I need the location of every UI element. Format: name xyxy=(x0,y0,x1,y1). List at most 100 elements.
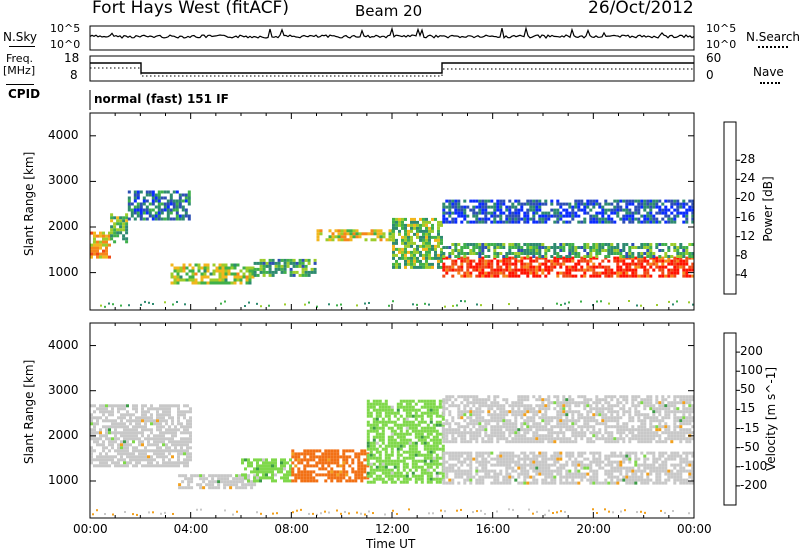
heatmap-cell xyxy=(682,249,686,252)
heatmap-cell xyxy=(517,404,521,408)
heatmap-cell xyxy=(616,202,620,206)
heatmap-cell xyxy=(454,208,458,212)
heatmap-cell xyxy=(556,434,560,438)
heatmap-cell xyxy=(556,451,560,455)
heatmap-cell xyxy=(493,413,497,417)
heatmap-cell xyxy=(541,466,545,470)
heatmap-cell xyxy=(478,265,482,269)
heatmap-cell xyxy=(523,466,527,470)
heatmap-cell xyxy=(565,268,569,272)
heatmap-cell xyxy=(372,468,376,472)
heatmap-cell xyxy=(291,452,295,456)
heatmap-cell xyxy=(499,211,503,215)
heatmap-cell xyxy=(123,425,126,429)
heatmap-cell xyxy=(186,443,189,447)
heatmap-cell xyxy=(628,413,632,417)
heatmap-cell xyxy=(565,437,569,441)
heatmap-cell xyxy=(601,220,605,224)
heatmap-cell xyxy=(505,256,509,260)
heatmap-cell xyxy=(333,476,337,480)
heatmap-cell xyxy=(691,454,695,458)
heatmap-cell xyxy=(133,211,137,215)
heatmap-cell xyxy=(607,214,611,218)
heatmap-cell xyxy=(384,444,388,448)
heatmap-cell xyxy=(271,461,274,465)
heatmap-cell xyxy=(616,401,620,405)
heatmap-cell xyxy=(457,428,461,432)
heatmap-cell xyxy=(556,469,560,473)
heatmap-cell xyxy=(435,462,439,466)
heatmap-cell xyxy=(340,235,344,239)
heatmap-cell xyxy=(649,199,653,203)
heatmap-cell xyxy=(384,408,388,412)
heatmap-cell xyxy=(247,461,250,465)
heatmap-cell xyxy=(387,438,391,442)
heatmap-cell xyxy=(517,475,521,479)
heatmap-cell xyxy=(438,447,442,451)
heatmap-cell xyxy=(556,410,560,414)
heatmap-cell xyxy=(466,214,470,218)
heatmap-cell xyxy=(484,457,488,461)
heatmap-cell xyxy=(416,226,419,230)
heatmap-cell xyxy=(610,249,614,252)
heatmap-cell xyxy=(419,265,422,269)
heatmap-cell xyxy=(289,464,292,468)
heatmap-cell xyxy=(401,217,404,221)
heatmap-cell xyxy=(595,255,599,258)
heatmap-cell xyxy=(463,211,467,215)
heatmap-cell xyxy=(538,440,542,444)
nave-line xyxy=(90,67,694,77)
heatmap-cell xyxy=(544,252,548,255)
heatmap-cell xyxy=(685,451,689,455)
heatmap-cell xyxy=(300,473,304,477)
heatmap-cell xyxy=(508,214,512,218)
heatmap-cell xyxy=(631,437,635,441)
heatmap-cell xyxy=(586,413,590,417)
heatmap-cell xyxy=(607,434,611,438)
heatmap-cell xyxy=(613,199,617,203)
heatmap-cell xyxy=(369,423,373,427)
heatmap-cell xyxy=(203,272,207,276)
heatmap-cell xyxy=(113,228,117,232)
heatmap-cell xyxy=(176,278,180,282)
heatmap-cell xyxy=(601,407,605,411)
heatmap-cell xyxy=(646,481,650,485)
heatmap-cell xyxy=(99,234,102,238)
heatmap-cell xyxy=(441,474,445,478)
heatmap-cell xyxy=(580,246,584,249)
heatmap-cell xyxy=(595,481,599,485)
heatmap-cell xyxy=(643,256,647,260)
heatmap-cell xyxy=(191,269,195,273)
heatmap-cell xyxy=(679,202,683,206)
heatmap-cell xyxy=(411,414,415,418)
heatmap-cell xyxy=(168,416,171,420)
heatmap-cell xyxy=(93,249,96,253)
heatmap-cell xyxy=(159,404,162,408)
heatmap-cell xyxy=(511,466,515,470)
heatmap-cell xyxy=(423,447,427,451)
heatmap-cell xyxy=(541,460,545,464)
heatmap-cell xyxy=(402,444,406,448)
heatmap-cell xyxy=(517,220,521,224)
heatmap-cell xyxy=(194,263,198,267)
heatmap-cell xyxy=(478,268,482,272)
heatmap-cell xyxy=(634,478,638,482)
heatmap-cell xyxy=(616,205,620,209)
heatmap-cell xyxy=(592,434,596,438)
heatmap-cell xyxy=(490,265,494,269)
heatmap-cell xyxy=(442,211,446,215)
heatmap-cell xyxy=(375,414,379,418)
heatmap-cell xyxy=(363,458,367,462)
heatmap-cell xyxy=(607,255,611,258)
heatmap-cell xyxy=(384,465,388,469)
heatmap-cell xyxy=(502,460,506,464)
heatmap-cell xyxy=(559,205,563,209)
heatmap-cell xyxy=(429,420,433,424)
heatmap-cell xyxy=(445,472,449,476)
heatmap-cell xyxy=(544,413,548,417)
heatmap-cell xyxy=(122,222,126,226)
heatmap-cell xyxy=(481,469,485,473)
heatmap-cell xyxy=(511,271,515,275)
heatmap-cell xyxy=(177,440,180,444)
heatmap-cell xyxy=(414,423,418,427)
